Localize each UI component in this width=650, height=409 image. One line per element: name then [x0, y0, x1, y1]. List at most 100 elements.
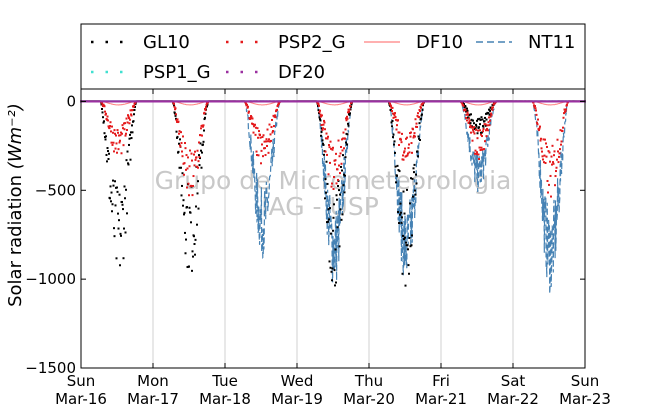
data-point: [417, 155, 419, 158]
data-point: [110, 141, 113, 144]
data-point: [403, 151, 405, 154]
x-tick-label-date: Mar-20: [343, 390, 395, 408]
data-point: [129, 118, 131, 121]
data-point: [420, 114, 423, 117]
data-point: [264, 147, 266, 150]
legend-item-psp2-g: PSP2_G: [226, 32, 346, 53]
data-point: [320, 134, 322, 137]
data-point: [391, 110, 393, 113]
data-point: [322, 142, 324, 145]
data-point: [341, 213, 344, 216]
data-point: [542, 158, 544, 161]
data-point: [472, 128, 474, 131]
data-point: [191, 250, 194, 253]
data-point: [185, 154, 188, 157]
data-point: [173, 105, 176, 108]
data-point: [470, 113, 472, 116]
data-point: [465, 113, 468, 116]
data-point: [173, 111, 176, 114]
data-point: [273, 125, 275, 128]
x-tick-label-day: Mon: [137, 372, 169, 390]
data-point: [402, 190, 405, 193]
data-point: [334, 248, 337, 251]
legend-label: GL10: [143, 32, 190, 53]
data-point: [486, 127, 488, 130]
data-point: [332, 188, 335, 191]
data-point: [337, 178, 339, 181]
data-point: [126, 129, 128, 132]
plot-frame: [80, 88, 586, 369]
data-point: [193, 153, 195, 156]
data-point: [186, 167, 189, 170]
data-point: [408, 143, 410, 146]
data-point: [205, 103, 208, 106]
data-point: [391, 119, 394, 122]
data-point: [320, 115, 322, 118]
data-point: [270, 125, 273, 128]
data-point: [260, 149, 263, 152]
data-point: [389, 102, 391, 105]
y-axis-label-text: Solar radiation: [5, 175, 26, 307]
data-point: [178, 130, 181, 133]
data-point: [120, 131, 122, 134]
data-point: [473, 122, 475, 125]
data-point: [323, 119, 325, 122]
data-point: [246, 106, 249, 109]
data-point: [178, 132, 180, 135]
data-point: [556, 138, 559, 141]
data-point: [112, 179, 114, 182]
data-point: [338, 245, 341, 248]
data-point: [481, 131, 483, 134]
data-point: [111, 143, 114, 146]
data-point: [553, 154, 555, 157]
legend-item-df20: DF20: [226, 62, 325, 83]
data-point: [102, 116, 104, 119]
data-point: [556, 158, 558, 161]
data-point: [345, 117, 347, 120]
data-point: [256, 127, 259, 130]
data-point: [334, 284, 336, 287]
data-point: [340, 145, 342, 148]
data-point: [271, 131, 274, 134]
legend-label: PSP2_G: [278, 32, 346, 53]
data-point: [554, 184, 556, 187]
data-point: [187, 156, 189, 159]
data-point: [421, 103, 424, 106]
data-point: [553, 150, 556, 153]
data-point: [192, 184, 194, 187]
data-point: [107, 150, 109, 153]
data-point: [127, 114, 129, 117]
data-point: [328, 260, 331, 263]
data-point: [323, 153, 325, 156]
data-point: [329, 140, 332, 143]
data-point: [327, 220, 329, 223]
data-point: [194, 238, 197, 241]
legend-box: [80, 23, 586, 90]
data-point: [563, 108, 566, 111]
data-point: [111, 210, 113, 213]
data-point: [326, 153, 328, 156]
data-point: [534, 107, 537, 110]
data-point: [485, 135, 488, 138]
data-point: [335, 281, 337, 284]
data-point: [327, 208, 330, 211]
data-point: [461, 101, 463, 104]
data-point: [417, 135, 420, 138]
data-point: [555, 166, 558, 169]
data-point: [118, 141, 121, 144]
data-point: [196, 165, 198, 168]
data-point: [551, 144, 554, 147]
data-point: [177, 150, 180, 153]
data-point: [125, 159, 128, 162]
data-point: [480, 116, 483, 119]
data-point: [278, 102, 280, 105]
data-point: [176, 118, 179, 121]
data-point: [337, 179, 340, 182]
data-point: [114, 147, 117, 150]
data-point: [252, 131, 255, 134]
data-point: [326, 137, 329, 140]
data-point: [555, 170, 557, 173]
legend-label: PSP1_G: [143, 62, 211, 83]
data-point: [543, 154, 546, 157]
data-point: [328, 143, 330, 146]
